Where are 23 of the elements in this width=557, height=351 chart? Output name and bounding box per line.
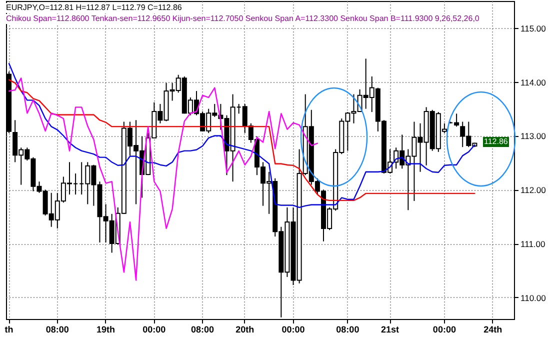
y-tick-label: 114.00 [520,77,546,88]
x-tick-label: 00:00 [282,324,305,334]
y-tick-label: 112.00 [520,185,546,196]
x-tick-label: 24th [484,324,502,334]
y-tick-label: 111.00 [520,239,546,250]
line-series [8,62,476,208]
y-tick-label: 113.00 [520,131,546,142]
text: Chikou Span=112.8600 Tenkan-sen=112.9650 Kijun-sen=112.7050 Senkou Span A=112.3300 Senkou Span B=111.9300 9,26,52,26,0 [6,14,480,24]
x-tick-label: 21st [381,324,400,334]
annotation: 112.86 [483,137,509,148]
chart-title: EURJPY,O=112.81 H=112.87 L=112.79 C=112.86 [6,3,182,13]
line-series [8,77,318,281]
y-tick-label: 115.00 [520,23,546,34]
y-tick-label: 110.00 [520,292,546,303]
x-tick-label: 20th [236,324,254,334]
line-series [8,79,476,202]
x-tick-label: th [4,324,14,334]
x-tick-label: 00:00 [432,324,456,334]
x-tick-label: 08:00 [46,324,69,334]
x-tick-label: 00:00 [142,324,166,334]
x-tick-label: 08:00 [336,324,360,334]
x-tick-label: 19th [96,324,116,334]
x-tick-label: 08:00 [191,324,214,334]
